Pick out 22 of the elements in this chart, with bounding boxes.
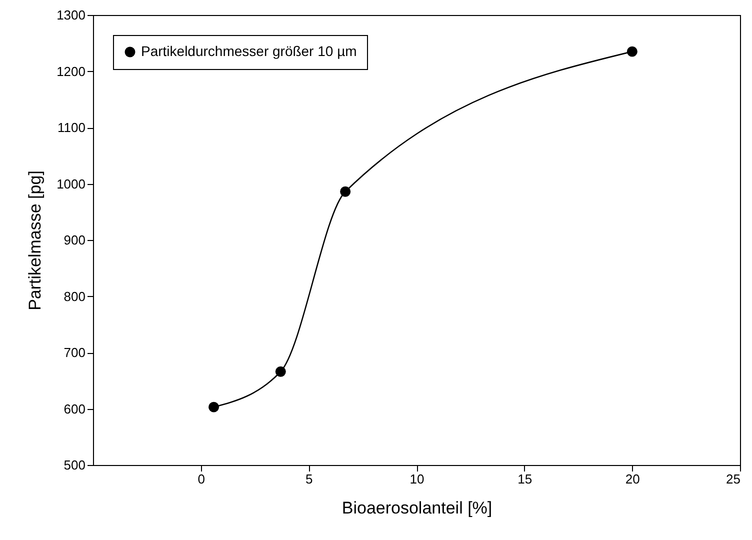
y-tick-label: 1200 bbox=[56, 64, 86, 79]
y-tick-label: 700 bbox=[64, 345, 86, 360]
point bbox=[626, 46, 638, 57]
y-tick-label: 500 bbox=[64, 458, 86, 472]
y-tick-label: 900 bbox=[64, 232, 86, 248]
x-tick-label: 0 bbox=[198, 472, 205, 486]
legend-label: Partikeldurchmesser größer 10 µm bbox=[141, 43, 357, 59]
y-tick-label: 800 bbox=[64, 288, 86, 304]
y-tick-label: 1100 bbox=[58, 120, 86, 135]
y-tick-label: 1000 bbox=[56, 176, 86, 192]
y-tick-label: 600 bbox=[64, 401, 86, 416]
point bbox=[208, 402, 220, 412]
x-axis-title: Bioaerosolanteil [%] bbox=[342, 498, 492, 518]
y-axis-title: Partikelmasse [pg] bbox=[26, 170, 45, 310]
point bbox=[275, 366, 286, 377]
x-tick-label: 15 bbox=[518, 472, 532, 486]
x-tick-label: 10 bbox=[410, 472, 424, 486]
x-tick-label: 20 bbox=[625, 472, 640, 486]
x-tick-label: 5 bbox=[306, 472, 313, 486]
x-tick-label: 25 bbox=[726, 472, 740, 486]
point bbox=[340, 186, 351, 197]
y-tick-label: 1300 bbox=[56, 8, 86, 22]
